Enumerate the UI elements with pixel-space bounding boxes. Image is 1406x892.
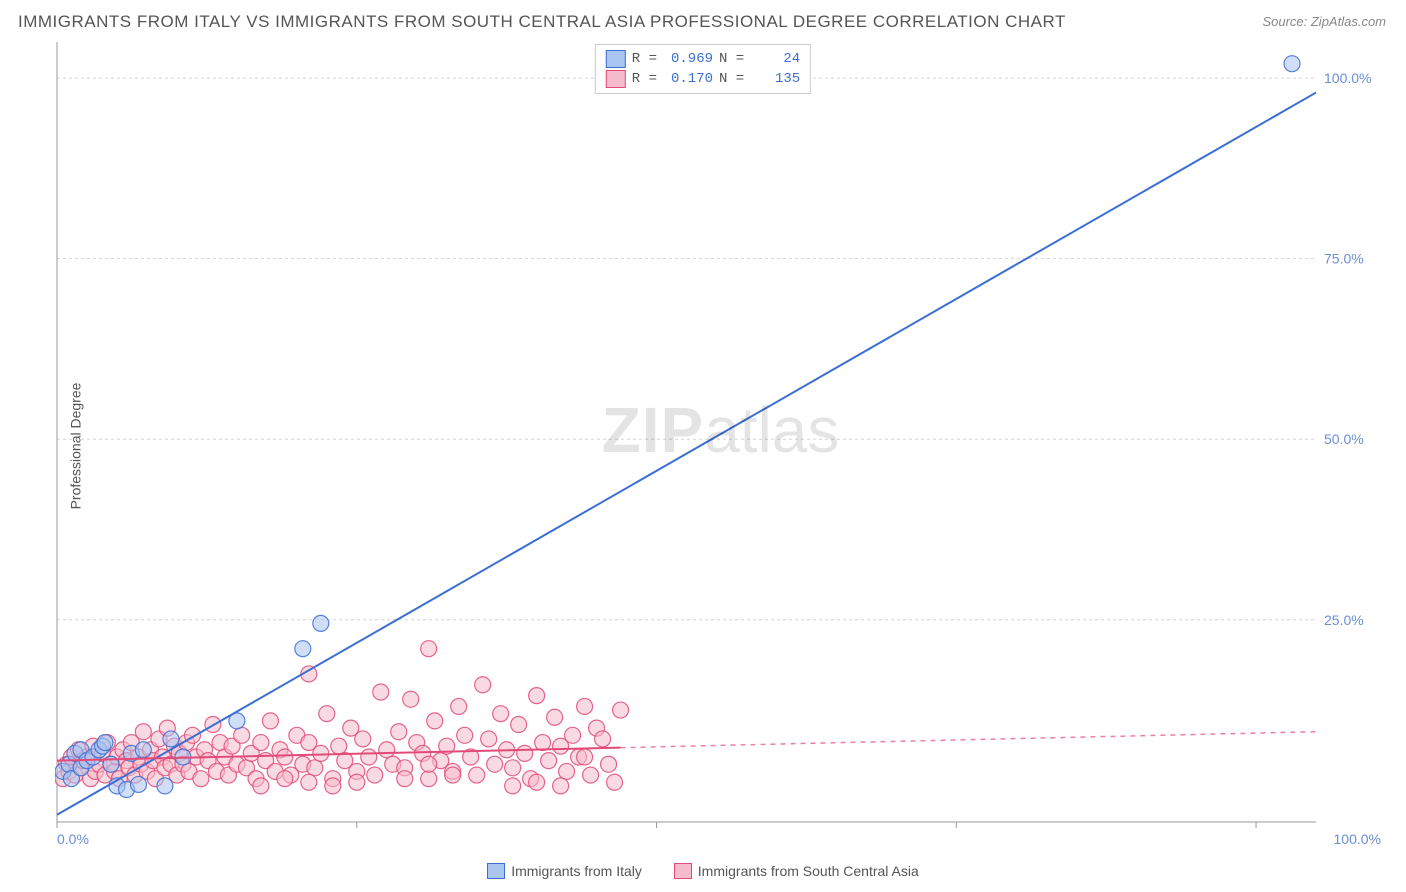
- swatch-icon: [606, 70, 626, 88]
- n-value: 135: [750, 71, 800, 87]
- svg-text:100.0%: 100.0%: [1324, 70, 1371, 86]
- source-attribution: Source: ZipAtlas.com: [1262, 14, 1386, 29]
- r-label: R =: [632, 51, 657, 67]
- legend-row-italy: R = 0.969 N = 24: [606, 49, 800, 69]
- swatch-icon: [674, 863, 692, 879]
- n-value: 24: [750, 51, 800, 67]
- scatter-chart-svg: 0.0% 100.0% 25.0% 50.0% 75.0% 100.0%: [55, 40, 1386, 852]
- n-label: N =: [719, 71, 744, 87]
- chart-plot-area: 0.0%100.0%25.0%50.0%75.0%100.0% ZIPatlas: [55, 40, 1386, 852]
- svg-text:25.0%: 25.0%: [1324, 612, 1364, 628]
- r-label: R =: [632, 71, 657, 87]
- svg-text:100.0%: 100.0%: [1334, 831, 1381, 847]
- legend-item-asia: Immigrants from South Central Asia: [674, 863, 919, 879]
- correlation-legend: R = 0.969 N = 24 R = 0.170 N = 135: [595, 44, 811, 94]
- svg-text:75.0%: 75.0%: [1324, 251, 1364, 267]
- svg-text:50.0%: 50.0%: [1324, 431, 1364, 447]
- swatch-icon: [606, 50, 626, 68]
- chart-title: IMMIGRANTS FROM ITALY VS IMMIGRANTS FROM…: [18, 12, 1066, 32]
- n-label: N =: [719, 51, 744, 67]
- r-value: 0.170: [663, 71, 713, 87]
- legend-label: Immigrants from Italy: [511, 863, 642, 879]
- legend-item-italy: Immigrants from Italy: [487, 863, 642, 879]
- r-value: 0.969: [663, 51, 713, 67]
- legend-label: Immigrants from South Central Asia: [698, 863, 919, 879]
- series-legend: Immigrants from Italy Immigrants from So…: [0, 863, 1406, 882]
- svg-text:0.0%: 0.0%: [57, 831, 89, 847]
- swatch-icon: [487, 863, 505, 879]
- legend-row-asia: R = 0.170 N = 135: [606, 69, 800, 89]
